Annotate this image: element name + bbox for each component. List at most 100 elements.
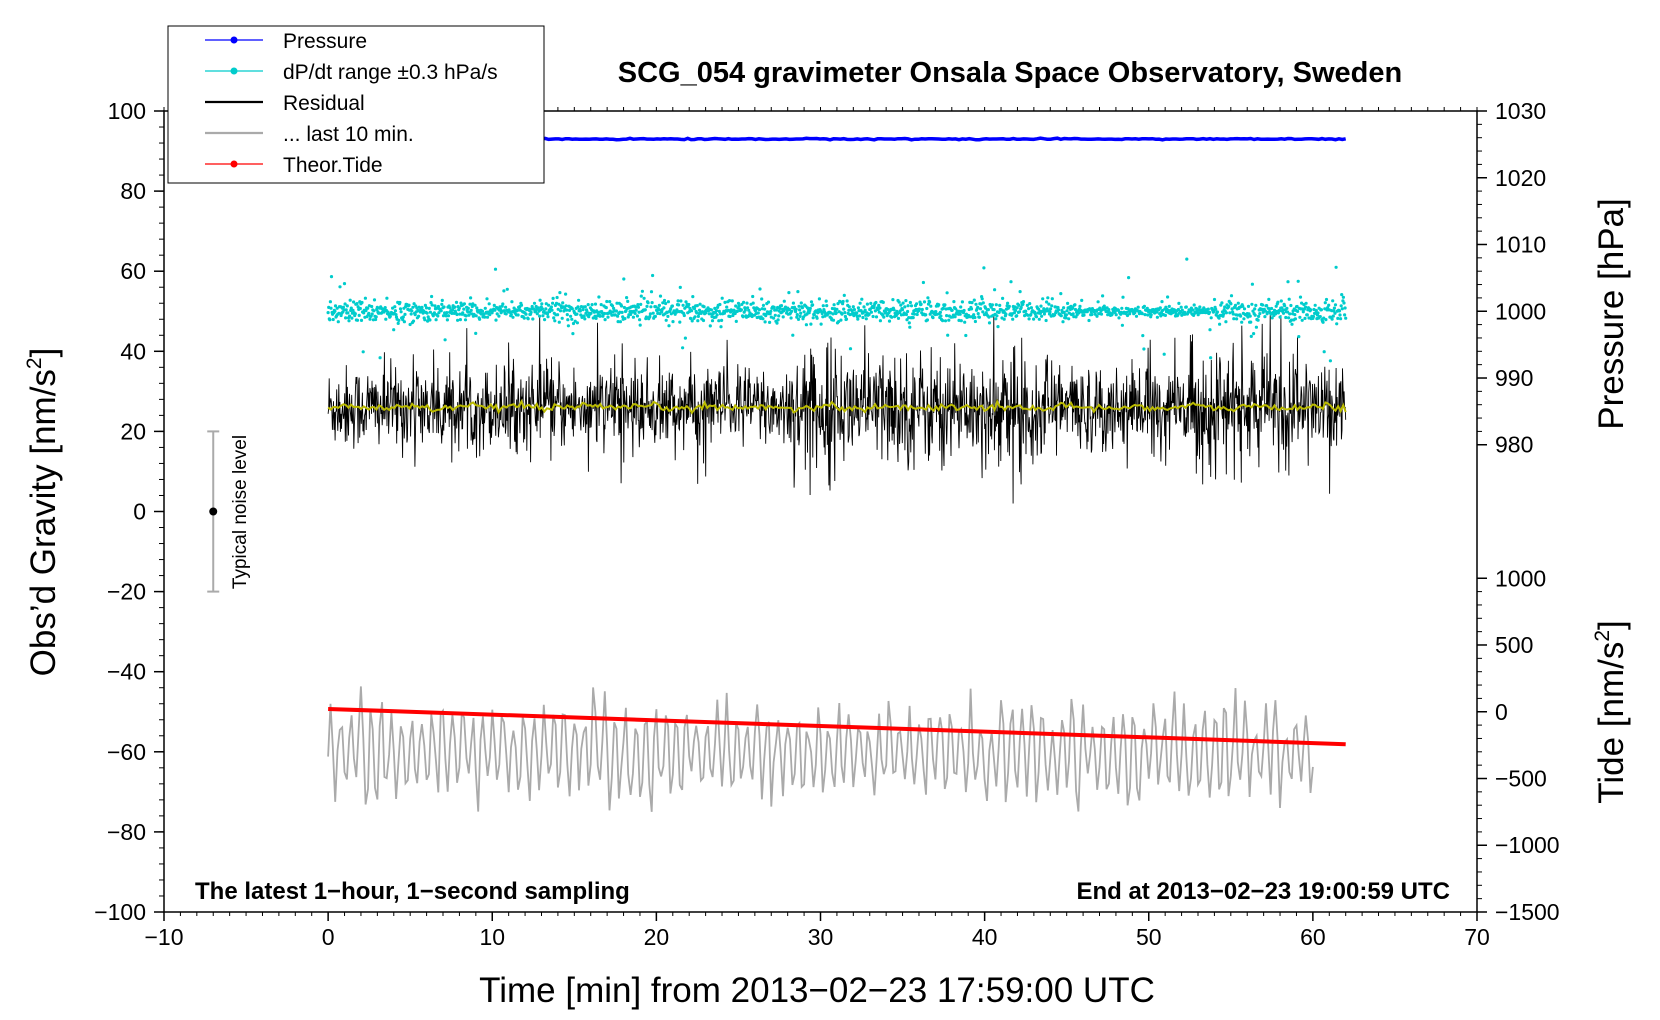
- dpdt-point: [856, 306, 861, 310]
- dpdt-point: [344, 316, 348, 320]
- dpdt-point: [1250, 282, 1254, 286]
- dpdt-point: [1297, 335, 1301, 339]
- dpdt-point: [1258, 312, 1262, 316]
- dpdt-point: [394, 313, 398, 317]
- dpdt-point: [1014, 308, 1018, 312]
- dpdt-point: [622, 305, 627, 310]
- dpdt-point: [683, 336, 688, 340]
- tide-tick-label: 0: [1495, 699, 1508, 725]
- dpdt-point: [1254, 325, 1258, 329]
- dpdt-point: [558, 291, 562, 295]
- dpdt-point: [396, 321, 400, 325]
- dpdt-point: [457, 306, 461, 310]
- dpdt-point: [861, 315, 865, 320]
- dpdt-point: [599, 303, 603, 307]
- dpdt-point: [977, 315, 982, 319]
- dpdt-point: [1029, 313, 1033, 317]
- dpdt-point: [443, 338, 447, 342]
- y-label-left-sup: 2: [23, 357, 46, 369]
- pressure-tick-label: 1000: [1495, 298, 1546, 324]
- y-axis-label-left: Obs’d Gravity [nm/s2]: [23, 348, 63, 677]
- dpdt-point: [790, 309, 794, 313]
- dpdt-point: [634, 308, 638, 312]
- dpdt-point: [996, 325, 1000, 329]
- dpdt-point: [824, 299, 828, 303]
- dpdt-point: [631, 315, 636, 319]
- dpdt-point: [1209, 356, 1213, 360]
- dpdt-point: [329, 306, 333, 310]
- dpdt-point: [608, 300, 612, 304]
- dpdt-point: [1177, 301, 1181, 305]
- dpdt-point: [1236, 313, 1240, 317]
- dpdt-point: [510, 300, 514, 304]
- dpdt-point: [664, 301, 668, 306]
- dpdt-point: [581, 308, 585, 312]
- dpdt-point: [546, 315, 550, 319]
- dpdt-point: [720, 318, 724, 322]
- dpdt-point: [1342, 301, 1346, 305]
- y-left-tick-label: −40: [107, 659, 146, 685]
- dpdt-point: [741, 315, 745, 319]
- dpdt-point: [937, 303, 941, 307]
- dpdt-point: [1050, 304, 1054, 308]
- dpdt-point: [1082, 313, 1086, 317]
- dpdt-point: [844, 317, 849, 321]
- series-layer: [326, 136, 1348, 812]
- dpdt-point: [458, 312, 462, 316]
- dpdt-point: [440, 298, 444, 302]
- dpdt-point: [1046, 296, 1050, 300]
- dpdt-point: [675, 308, 679, 312]
- dpdt-point: [676, 299, 680, 303]
- dpdt-point: [1278, 309, 1282, 313]
- dpdt-point: [585, 309, 589, 314]
- dpdt-point: [1333, 303, 1338, 307]
- dpdt-point: [466, 306, 470, 310]
- dpdt-point: [430, 294, 434, 299]
- legend-label: Residual: [283, 92, 365, 115]
- dpdt-point: [709, 312, 713, 316]
- dpdt-point: [583, 317, 587, 321]
- dpdt-point: [474, 314, 478, 318]
- noise-label: Typical noise level: [230, 435, 251, 589]
- dpdt-point: [982, 266, 986, 270]
- dpdt-point: [687, 302, 691, 307]
- dpdt-point: [1192, 303, 1196, 307]
- dpdt-point: [904, 299, 908, 303]
- dpdt-point: [925, 306, 929, 311]
- dpdt-point: [1167, 304, 1171, 308]
- dpdt-point: [730, 299, 734, 303]
- dpdt-point: [610, 313, 614, 317]
- dpdt-point: [485, 297, 489, 301]
- dpdt-point: [735, 309, 740, 313]
- dpdt-point: [1059, 314, 1063, 318]
- dpdt-point: [915, 302, 919, 306]
- dpdt-point: [501, 302, 505, 306]
- pressure-tick-label: 990: [1495, 365, 1533, 391]
- dpdt-point: [943, 303, 947, 307]
- dpdt-point: [636, 303, 640, 307]
- dpdt-point: [346, 311, 350, 315]
- dpdt-point: [363, 296, 367, 300]
- dpdt-point: [532, 307, 536, 311]
- dpdt-point: [1222, 312, 1226, 316]
- dpdt-point: [649, 305, 653, 309]
- dpdt-point: [469, 296, 473, 300]
- legend: Pressure dP/dt range ±0.3 hPa/s Residual..…: [167, 25, 545, 184]
- dpdt-point: [1024, 309, 1028, 313]
- dpdt-point: [1043, 309, 1048, 313]
- dpdt-point: [789, 316, 793, 320]
- dpdt-point: [763, 320, 767, 324]
- dpdt-point: [344, 308, 348, 312]
- dpdt-point: [1064, 316, 1068, 320]
- dpdt-point: [511, 315, 515, 319]
- dpdt-point: [1160, 300, 1164, 304]
- dpdt-point: [440, 302, 444, 306]
- dpdt-point: [678, 320, 682, 324]
- dpdt-point: [795, 315, 799, 319]
- dpdt-point: [615, 301, 619, 305]
- dpdt-point: [458, 318, 462, 322]
- dpdt-point: [941, 306, 945, 310]
- dpdt-point: [348, 298, 352, 302]
- dpdt-point: [352, 300, 356, 304]
- legend-dot: [230, 160, 238, 168]
